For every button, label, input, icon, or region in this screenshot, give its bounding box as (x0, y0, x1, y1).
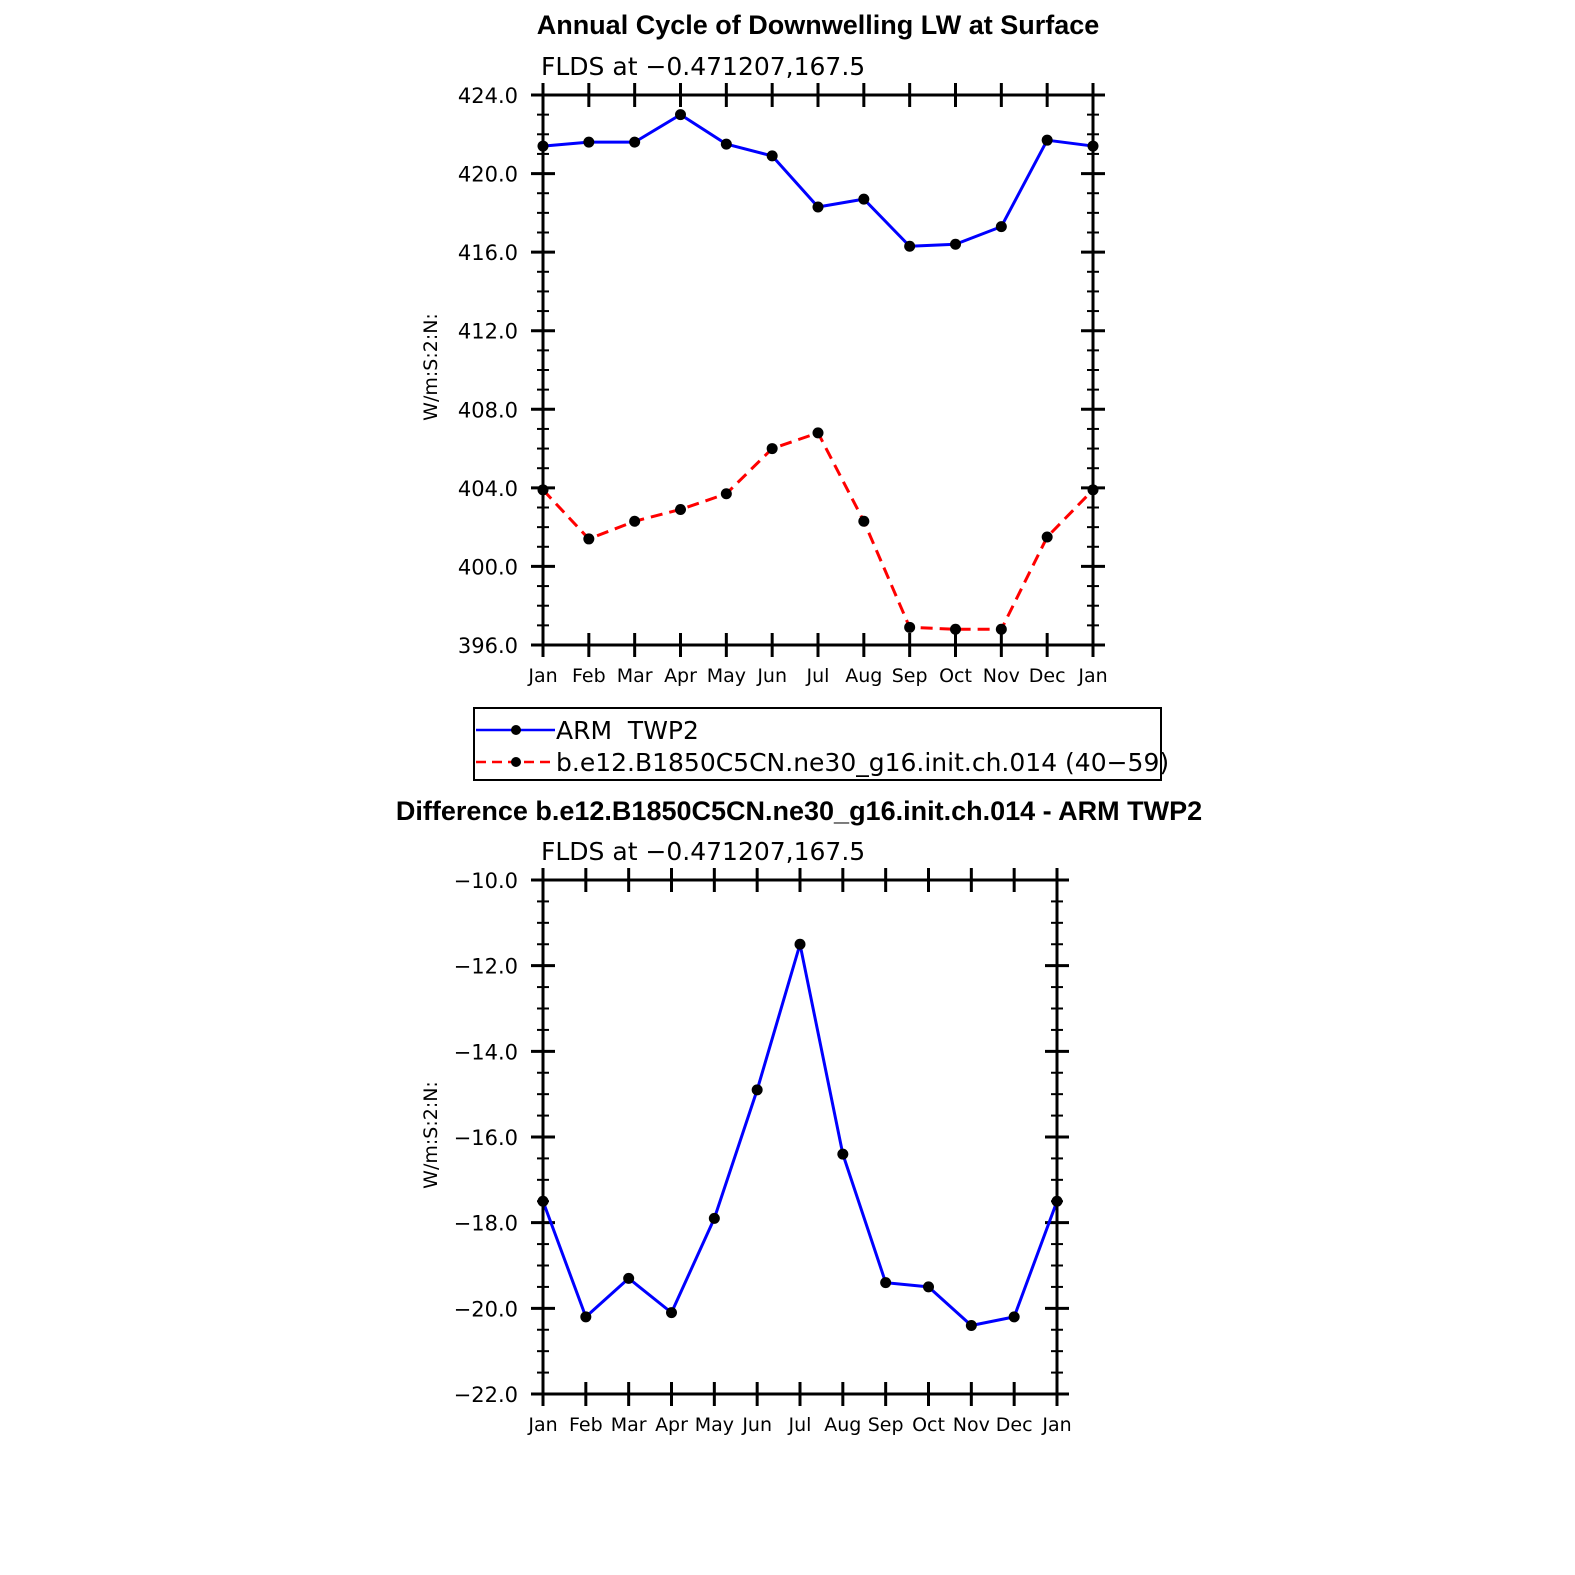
data-point (995, 623, 1007, 635)
legend-label-model: b.e12.B1850C5CN.ne30_g16.init.ch.014 (40… (556, 748, 1169, 777)
data-point (623, 1272, 635, 1284)
data-point (904, 621, 916, 633)
data-point (965, 1319, 977, 1331)
data-point (580, 1311, 592, 1323)
y-tick-label: 424.0 (458, 84, 518, 108)
y-tick-label: −18.0 (454, 1212, 518, 1236)
x-tick-label: Apr (664, 665, 697, 687)
series-line-0 (542, 113, 1094, 248)
data-point (858, 515, 870, 527)
tick-labels: Jan Feb Mar Apr May Jun Jul Aug Sep Oct Nov Dec Jan−… (454, 869, 1072, 1436)
y-tick-label: −12.0 (454, 955, 518, 979)
y-tick-label: 396.0 (458, 634, 518, 658)
legend: ARM TWP2 b.e12.B1850C5CN.ne30_g16.init.c… (473, 707, 1169, 781)
x-tick-label: Jun (741, 1414, 772, 1436)
x-tick-label: Jul (806, 665, 830, 687)
data-point (812, 201, 824, 213)
data-point (766, 150, 778, 162)
data-point (675, 109, 686, 121)
x-tick-label: Jan (527, 1414, 557, 1436)
x-tick-label: May (695, 1414, 734, 1436)
data-point (858, 193, 870, 205)
data-point (629, 136, 641, 148)
x-tick-label: Dec (1029, 665, 1066, 687)
data-point (708, 1212, 720, 1224)
x-tick-label: Aug (845, 665, 882, 687)
data-point (923, 1281, 934, 1293)
chart-subtitle: FLDS at −0.471207,167.5 (541, 837, 865, 866)
x-tick-label: Mar (617, 665, 653, 687)
series-layer (537, 109, 1099, 635)
x-tick-label: Jan (1041, 1414, 1071, 1436)
y-tick-label: −22.0 (454, 1383, 518, 1407)
legend-marker-model (511, 757, 521, 767)
data-point (751, 1084, 763, 1096)
data-point (1008, 1311, 1020, 1323)
y-tick-label: 416.0 (458, 241, 518, 265)
difference-panel: Difference b.e12.B1850C5CN.ne30_g16.init… (396, 796, 1202, 1436)
x-tick-label: Sep (892, 665, 928, 687)
plot-frame (541, 93, 1095, 647)
y-axis-label: W/m:S:2:N: (420, 313, 442, 421)
series-layer (537, 938, 1063, 1331)
annual-cycle-panel: Annual Cycle of Downwelling LW at Surfac… (420, 10, 1108, 687)
x-tick-label: Jul (788, 1414, 812, 1436)
y-tick-label: −14.0 (454, 1040, 518, 1064)
legend-label-arm: ARM TWP2 (556, 716, 699, 745)
data-point (950, 238, 961, 250)
data-point (583, 533, 595, 545)
legend-marker-arm (511, 725, 521, 735)
data-point (720, 138, 732, 150)
x-tick-label: Jan (527, 665, 557, 687)
x-tick-label: Nov (953, 1414, 990, 1436)
data-point (904, 240, 916, 252)
y-tick-label: 404.0 (458, 477, 518, 501)
axis-ticks (531, 83, 1105, 657)
plot-frame (541, 878, 1059, 1396)
data-point (837, 1148, 849, 1160)
tick-labels: Jan Feb Mar Apr May Jun Jul Aug Sep Oct Nov Dec Jan 3… (458, 84, 1108, 687)
series-line-0 (541, 942, 1059, 1327)
data-point (950, 623, 961, 635)
y-tick-label: −20.0 (454, 1297, 518, 1321)
x-tick-label: Oct (912, 1414, 945, 1436)
x-tick-label: May (707, 665, 746, 687)
x-tick-label: Mar (611, 1414, 647, 1436)
legend-box (473, 707, 1162, 781)
y-tick-label: −10.0 (454, 869, 518, 893)
data-point (675, 503, 686, 515)
data-point (995, 221, 1007, 233)
series-line-1 (541, 431, 1095, 631)
chart-title: Annual Cycle of Downwelling LW at Surfac… (537, 10, 1100, 40)
y-tick-label: 400.0 (458, 555, 518, 579)
x-tick-label: Dec (996, 1414, 1033, 1436)
chart-subtitle: FLDS at −0.471207,167.5 (541, 52, 865, 81)
data-point (629, 515, 641, 527)
x-tick-label: Nov (983, 665, 1020, 687)
x-tick-label: Jan (1077, 665, 1107, 687)
data-point (1041, 134, 1053, 146)
x-tick-label: Apr (655, 1414, 688, 1436)
data-point (1041, 531, 1053, 543)
data-point (812, 427, 824, 439)
y-tick-label: 420.0 (458, 163, 518, 187)
x-tick-label: Aug (824, 1414, 861, 1436)
chart-title: Difference b.e12.B1850C5CN.ne30_g16.init… (396, 796, 1202, 826)
data-point (720, 488, 732, 500)
x-tick-label: Feb (569, 1414, 603, 1436)
x-tick-label: Oct (939, 665, 972, 687)
data-point (583, 136, 595, 148)
x-tick-label: Feb (572, 665, 606, 687)
data-point (666, 1307, 677, 1319)
data-point (880, 1277, 892, 1289)
x-tick-label: Jun (756, 665, 787, 687)
y-tick-label: 412.0 (458, 320, 518, 344)
y-tick-label: 408.0 (458, 398, 518, 422)
data-point (794, 938, 806, 950)
data-point (766, 443, 778, 455)
x-tick-label: Sep (868, 1414, 904, 1436)
y-tick-label: −16.0 (454, 1126, 518, 1150)
y-axis-label: W/m:S:2:N: (420, 1081, 442, 1189)
